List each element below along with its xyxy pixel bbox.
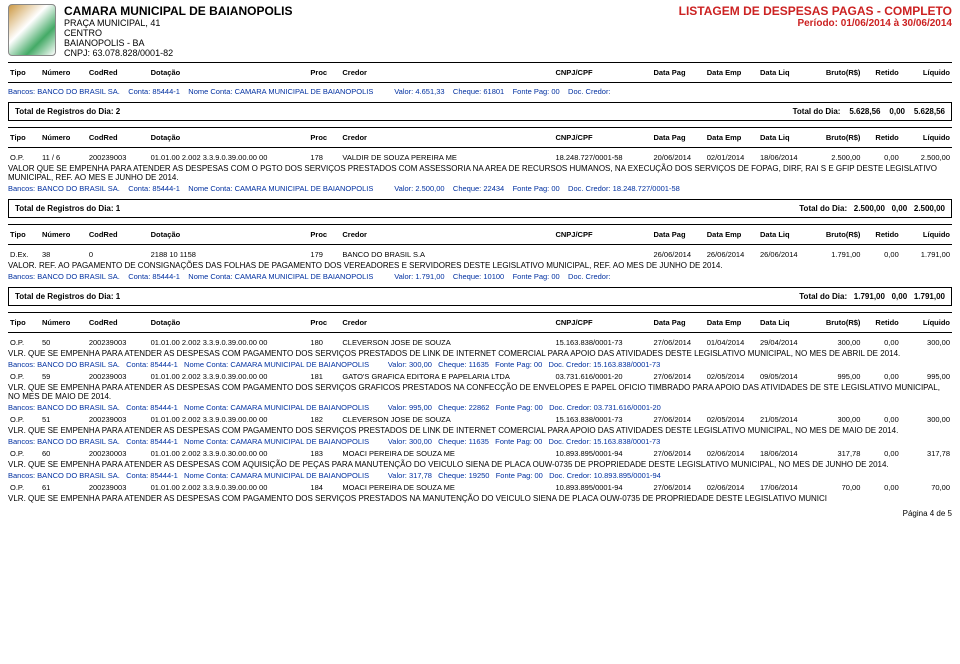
bank-line: Bancos: BANCO DO BRASIL SA. Conta: 85444… bbox=[8, 360, 952, 369]
expense-row: O.P.6020023000301.01.00 2.002 3.3.9.0.30… bbox=[8, 448, 952, 459]
expense-description: VLR. QUE SE EMPENHA PARA ATENDER AS DESP… bbox=[8, 460, 952, 469]
org-title: CAMARA MUNICIPAL DE BAIANOPOLIS bbox=[64, 4, 679, 18]
bank-line: Bancos: BANCO DO BRASIL SA. Conta: 85444… bbox=[8, 272, 952, 281]
column-header: TipoNúmero CodRedDotação ProcCredor CNPJ… bbox=[8, 132, 952, 143]
org-addr1: PRAÇA MUNICIPAL, 41 bbox=[64, 18, 679, 28]
column-header: Tipo Número CodRed Dotação Proc Credor C… bbox=[8, 67, 952, 78]
org-addr2: CENTRO bbox=[64, 28, 679, 38]
expense-description: VLR. QUE SE EMPENHA PARA ATENDER AS DESP… bbox=[8, 494, 952, 503]
day-totals: Total de Registros do Dia: 2 Total do Di… bbox=[8, 102, 952, 121]
page-footer: Página 4 de 5 bbox=[8, 509, 952, 518]
expense-row: D.Ex.38 02188 10 1158 179BANCO DO BRASIL… bbox=[8, 249, 952, 260]
org-cnpj: CNPJ: 63.078.828/0001-82 bbox=[64, 48, 679, 58]
expense-description: VLR. QUE SE EMPENHA PARA ATENDER AS DESP… bbox=[8, 426, 952, 435]
expense-description: VALOR. REF. AO PAGAMENTO DE CONSIGNAÇÕES… bbox=[8, 261, 952, 270]
expense-row: O.P.6120023900301.01.00 2.002 3.3.9.0.39… bbox=[8, 482, 952, 493]
expense-description: VLR. QUE SE EMPENHA PARA ATENDER AS DESP… bbox=[8, 349, 952, 358]
day-totals: Total de Registros do Dia: 1 Total do Di… bbox=[8, 287, 952, 306]
bank-line: Bancos: BANCO DO BRASIL SA. Conta: 85444… bbox=[8, 403, 952, 412]
bank-line: Bancos: BANCO DO BRASIL SA. Conta: 85444… bbox=[8, 87, 952, 96]
expense-row: O.P.5120023900301.01.00 2.002 3.3.9.0.39… bbox=[8, 414, 952, 425]
report-title: LISTAGEM DE DESPESAS PAGAS - COMPLETO bbox=[679, 4, 952, 18]
bank-line: Bancos: BANCO DO BRASIL SA. Conta: 85444… bbox=[8, 184, 952, 193]
report-header: CAMARA MUNICIPAL DE BAIANOPOLIS PRAÇA MU… bbox=[8, 4, 952, 58]
expense-description: VLR. QUE SE EMPENHA PARA ATENDER AS DESP… bbox=[8, 383, 952, 401]
org-addr3: BAIANOPOLIS - BA bbox=[64, 38, 679, 48]
column-header: TipoNúmero CodRedDotação ProcCredor CNPJ… bbox=[8, 229, 952, 240]
bank-line: Bancos: BANCO DO BRASIL SA. Conta: 85444… bbox=[8, 437, 952, 446]
bank-line: Bancos: BANCO DO BRASIL SA. Conta: 85444… bbox=[8, 471, 952, 480]
expense-description: VALOR QUE SE EMPENHA PARA ATENDER AS DES… bbox=[8, 164, 952, 182]
column-header: TipoNúmero CodRedDotação ProcCredor CNPJ… bbox=[8, 317, 952, 328]
municipal-seal-icon bbox=[8, 4, 56, 56]
expense-row: O.P.11 / 6 20023900301.01.00 2.002 3.3.9… bbox=[8, 152, 952, 163]
expense-row: O.P.5920023900301.01.00 2.002 3.3.9.0.39… bbox=[8, 371, 952, 382]
day-totals: Total de Registros do Dia: 1 Total do Di… bbox=[8, 199, 952, 218]
expense-row: O.P.5020023900301.01.00 2.002 3.3.9.0.39… bbox=[8, 337, 952, 348]
report-period: Período: 01/06/2014 à 30/06/2014 bbox=[679, 18, 952, 29]
